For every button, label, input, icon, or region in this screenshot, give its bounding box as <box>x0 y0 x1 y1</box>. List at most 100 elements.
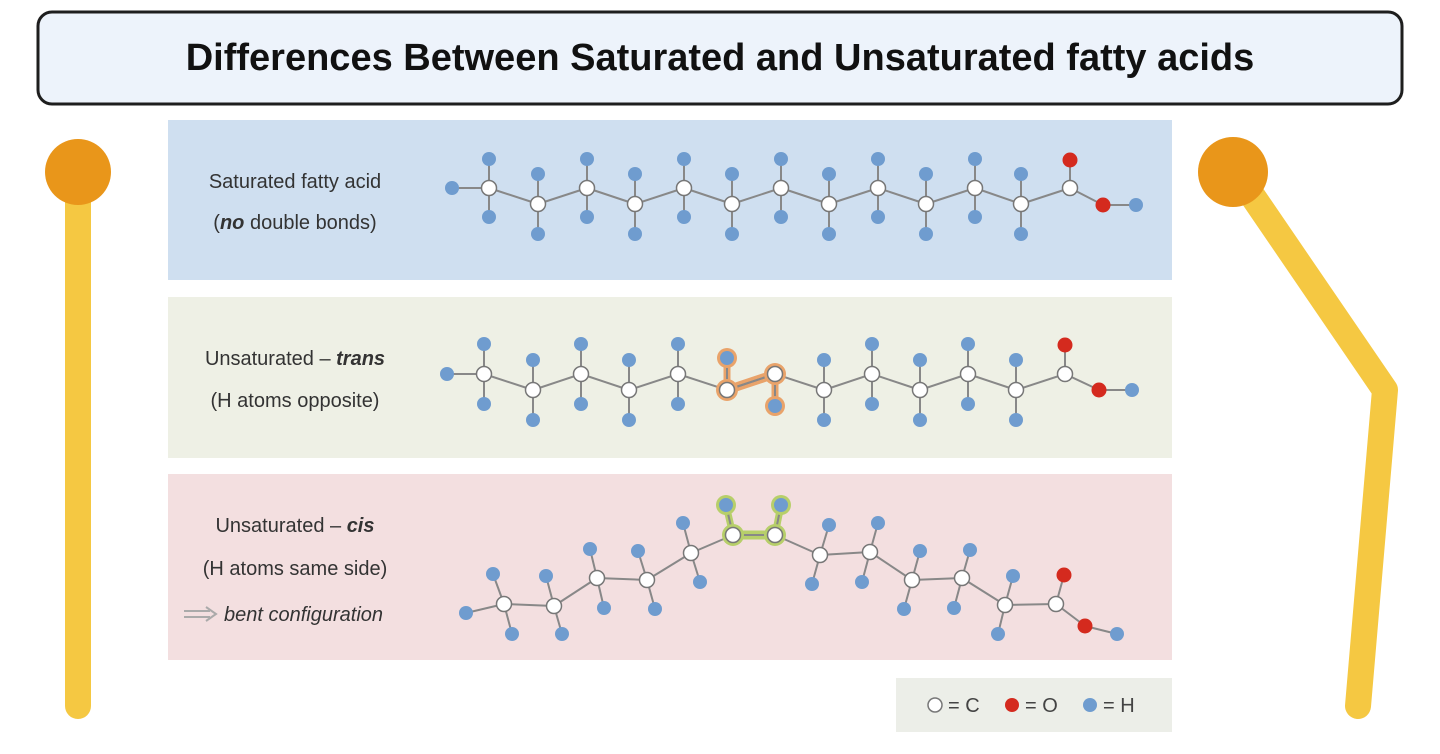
hydrogen-atom <box>486 567 500 581</box>
hydrogen-atom <box>961 337 975 351</box>
carbon-atom <box>966 179 984 197</box>
text: trans <box>336 348 385 370</box>
hydrogen-atom <box>539 569 553 583</box>
bond <box>532 373 582 391</box>
panel-label: (H atoms same side) <box>203 558 388 580</box>
hydrogen-atom <box>574 397 588 411</box>
oxygen-atom <box>1077 618 1093 634</box>
hydrogen-atom <box>968 152 982 166</box>
hydrogen-atom <box>1006 569 1020 583</box>
panel-label: bent configuration <box>224 604 383 626</box>
carbon-atom <box>863 365 881 383</box>
legend-label: = H <box>1103 695 1135 717</box>
hydrogen-atom <box>459 606 473 620</box>
hydrogen-atom <box>1129 198 1143 212</box>
hydrogen-atom <box>628 227 642 241</box>
carbon-atom <box>820 195 838 213</box>
hydrogen-atom <box>693 575 707 589</box>
hydrogen-atom <box>1110 627 1124 641</box>
carbon-atom <box>772 179 790 197</box>
hydrogen-atom <box>555 627 569 641</box>
carbon-atom <box>682 544 700 562</box>
hydrogen-atom <box>913 413 927 427</box>
hydrogen-atom <box>676 516 690 530</box>
bond <box>819 551 871 556</box>
hydrogen-atom <box>1009 353 1023 367</box>
hydrogen-atom <box>919 167 933 181</box>
hydrogen-atom <box>913 353 927 367</box>
carbon-atom <box>578 179 596 197</box>
hydrogen-atom <box>865 337 879 351</box>
carbon-atom <box>1061 179 1079 197</box>
carbon-atom <box>869 179 887 197</box>
bond <box>537 187 588 205</box>
hydrogen-atom <box>897 602 911 616</box>
bond <box>1004 603 1057 606</box>
hydrogen-atom <box>817 413 831 427</box>
legend-swatch <box>1005 698 1019 712</box>
hydrogen-atom <box>961 397 975 411</box>
carbon-atom <box>675 179 693 197</box>
title: Differences Between Saturated and Unsatu… <box>186 37 1255 79</box>
bond <box>877 187 927 205</box>
hydrogen-atom <box>622 413 636 427</box>
hydrogen-atom <box>822 518 836 532</box>
carbon-atom <box>724 526 742 544</box>
hydrogen-atom <box>482 152 496 166</box>
panel-label: Saturated fatty acid <box>209 171 381 193</box>
hydrogen-atom <box>526 413 540 427</box>
carbon-atom <box>480 179 498 197</box>
bond <box>869 551 913 581</box>
carbon-atom <box>495 595 513 613</box>
bond <box>628 373 679 391</box>
bond <box>553 577 598 607</box>
side-figure <box>1232 172 1398 719</box>
panel-label: (no double bonds) <box>213 212 376 234</box>
bond <box>919 373 969 391</box>
carbon-atom <box>723 195 741 213</box>
carbon-atom <box>911 381 929 399</box>
hydrogen-atom <box>1014 167 1028 181</box>
carbon-atom <box>545 597 563 615</box>
legend-label: = O <box>1025 695 1058 717</box>
hydrogen-atom <box>631 544 645 558</box>
hydrogen-atom <box>597 601 611 615</box>
bond <box>911 577 963 581</box>
hydrogen-atom <box>580 152 594 166</box>
hydrogen-atom <box>817 353 831 367</box>
panel-label: (H atoms opposite) <box>211 390 380 412</box>
carbon-atom <box>638 571 656 589</box>
bond <box>1020 187 1071 205</box>
bond <box>596 577 648 581</box>
carbon-atom <box>1056 365 1074 383</box>
carbon-atom <box>1007 381 1025 399</box>
panel <box>168 120 1172 280</box>
hydrogen-atom <box>505 627 519 641</box>
hydrogen-atom <box>822 167 836 181</box>
hydrogen-atom <box>774 210 788 224</box>
hydrogen-atom <box>968 210 982 224</box>
hydrogen-atom <box>822 227 836 241</box>
hydrogen-atom <box>477 397 491 411</box>
carbon-atom <box>766 526 784 544</box>
bond <box>586 187 636 205</box>
bond <box>483 373 534 391</box>
carbon-atom <box>766 365 784 383</box>
hydrogen-atom <box>671 397 685 411</box>
hydrogen-atom <box>671 337 685 351</box>
carbon-atom <box>959 365 977 383</box>
text: Unsaturated – <box>205 348 336 370</box>
bond <box>580 373 630 391</box>
hydrogen-atom <box>871 210 885 224</box>
carbon-atom <box>572 365 590 383</box>
oxygen-atom <box>1091 382 1107 398</box>
hydrogen-atom <box>583 542 597 556</box>
hydrogen-atom <box>725 227 739 241</box>
text: ( <box>213 212 220 234</box>
oxygen-atom <box>1095 197 1111 213</box>
hydrogen-atom <box>871 152 885 166</box>
carbon-atom <box>626 195 644 213</box>
hydrogen-atom <box>445 181 459 195</box>
panel-label: Unsaturated – trans <box>205 348 385 370</box>
